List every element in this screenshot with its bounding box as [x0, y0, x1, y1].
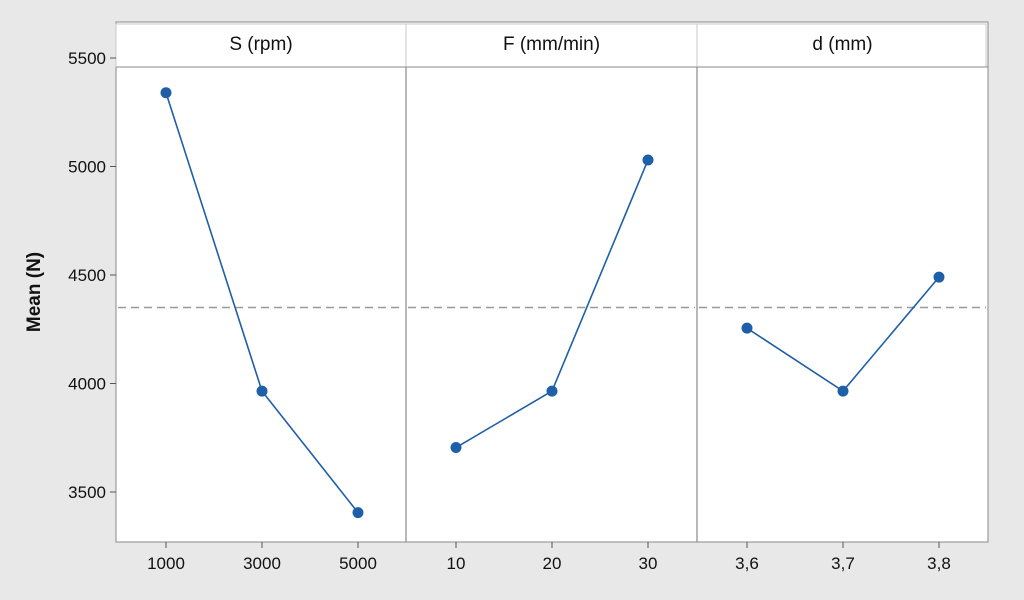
y-tick-label: 4500	[68, 266, 106, 285]
x-tick-label: 10	[447, 554, 466, 573]
x-tick-label: 3000	[243, 554, 281, 573]
data-point	[256, 385, 268, 397]
x-tick-label: 3,6	[735, 554, 759, 573]
y-tick-label: 5500	[68, 49, 106, 68]
data-point	[352, 507, 364, 519]
x-tick-label: 3,7	[831, 554, 855, 573]
plot-area	[115, 21, 989, 543]
panel-title: d (mm)	[812, 34, 872, 55]
panel-header-strip	[115, 23, 987, 68]
y-tick-label: 3500	[68, 483, 106, 502]
data-point	[160, 87, 172, 99]
y-tick-label: 5000	[68, 158, 106, 177]
y-axis-label: Mean (N)	[24, 252, 45, 332]
x-tick-label: 1000	[147, 554, 185, 573]
x-tick-label: 3,8	[927, 554, 951, 573]
panel-title: S (rpm)	[229, 34, 292, 55]
x-tick-label: 5000	[339, 554, 377, 573]
data-point	[546, 385, 558, 397]
data-point	[741, 322, 753, 334]
panel-title: F (mm/min)	[503, 34, 600, 55]
data-point	[933, 271, 945, 283]
data-point	[642, 154, 654, 166]
data-point	[450, 442, 462, 454]
data-point	[837, 385, 849, 397]
y-tick-label: 4000	[68, 375, 106, 394]
x-tick-label: 30	[639, 554, 658, 573]
x-tick-label: 20	[543, 554, 562, 573]
